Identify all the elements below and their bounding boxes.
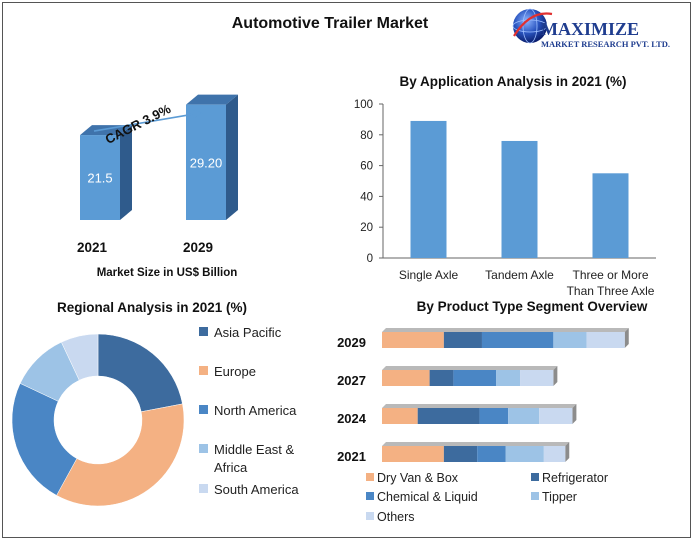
legend-label: Africa: [214, 460, 248, 475]
stacked-segment: [539, 408, 573, 424]
bar-top: [186, 94, 238, 105]
legend-label: Middle East &: [214, 442, 295, 457]
donut-slice: [56, 403, 185, 507]
legend-label: South America: [214, 482, 299, 497]
legend-label: Europe: [214, 364, 256, 379]
legend-label: Chemical & Liquid: [377, 490, 478, 504]
stacked-segment: [382, 332, 444, 348]
bar-depth-side: [553, 366, 558, 386]
legend-swatch: [199, 484, 208, 493]
y-tick-label: 20: [360, 222, 373, 234]
legend-swatch: [199, 405, 208, 414]
year-label: 2029: [183, 240, 213, 255]
application-chart: 0 20 40 60 80 100 Single Axle Tandem Axle Three …: [354, 99, 656, 298]
product-chart-title: By Product Type Segment Overview: [417, 299, 648, 314]
application-bar: [410, 120, 447, 258]
stacked-segment: [508, 408, 540, 424]
legend-swatch: [199, 444, 208, 453]
market-bar: [186, 104, 226, 220]
market-bar: [80, 135, 120, 220]
legend-swatch: [531, 492, 539, 500]
application-bar: [501, 140, 538, 258]
y-tick-label: 0: [367, 253, 373, 265]
stacked-segment: [553, 332, 587, 348]
legend-swatch: [366, 512, 374, 520]
legend-label: Asia Pacific: [214, 325, 282, 340]
stacked-segment: [496, 370, 521, 386]
stacked-segment: [505, 446, 544, 462]
legend-label: Others: [377, 510, 415, 524]
year-label: 2029: [337, 335, 366, 350]
cagr-arrow: [93, 109, 203, 132]
regional-donut-chart: [11, 333, 185, 507]
logo-tagline: MARKET RESEARCH PVT. LTD.: [541, 39, 670, 49]
bar-value-label: 29.20: [190, 155, 223, 170]
stacked-segment: [543, 446, 566, 462]
stacked-segment: [443, 446, 478, 462]
stacked-segment: [520, 370, 554, 386]
application-bar: [592, 173, 629, 258]
legend-swatch: [366, 473, 374, 481]
legend-swatch: [531, 473, 539, 481]
x-tick-label: Than Three Axle: [567, 284, 655, 298]
year-label: 2027: [337, 373, 366, 388]
stacked-segment: [479, 408, 509, 424]
bar-depth-top: [382, 366, 558, 370]
stacked-segment: [417, 408, 480, 424]
market-size-chart: 21.5 2021 29.20 2029 CAGR 3.9% Market Size in…: [77, 94, 238, 279]
stacked-segment: [477, 446, 506, 462]
stacked-segment: [586, 332, 625, 348]
y-tick-label: 100: [354, 99, 373, 111]
bar-depth-side: [624, 328, 629, 348]
regional-legend: Asia Pacific Europe North America Middle Ea…: [199, 325, 299, 497]
legend-label: Dry Van & Box: [377, 471, 459, 485]
bar-side: [226, 94, 238, 220]
x-tick-label: Three or More: [572, 268, 648, 282]
legend-label: Refrigerator: [542, 471, 608, 485]
legend-label: Tipper: [542, 490, 577, 504]
stacked-segment: [481, 332, 554, 348]
product-type-chart: 2029 2027 2024 2021: [337, 328, 629, 464]
regional-chart-title: Regional Analysis in 2021 (%): [57, 300, 247, 315]
page-title: Automotive Trailer Market: [232, 15, 429, 32]
bar-depth-side: [572, 404, 577, 424]
x-tick-label: Tandem Axle: [485, 268, 554, 282]
chart-frame: [2, 2, 691, 538]
year-label: 2024: [337, 411, 367, 426]
stacked-segment: [453, 370, 497, 386]
legend-label: North America: [214, 403, 297, 418]
y-tick-label: 40: [360, 191, 373, 203]
stacked-segment: [382, 446, 444, 462]
bar-depth-top: [382, 404, 577, 408]
stacked-segment: [443, 332, 482, 348]
y-tick-label: 60: [360, 161, 373, 173]
bar-side: [120, 125, 132, 220]
market-size-caption: Market Size in US$ Billion: [97, 267, 238, 279]
product-legend: Dry Van & Box Refrigerator Chemical & Liqu…: [366, 471, 608, 524]
year-label: 2021: [77, 240, 108, 255]
legend-swatch: [199, 327, 208, 336]
x-tick-label: Single Axle: [399, 268, 459, 282]
cagr-label: CAGR 3.9%: [103, 101, 174, 147]
year-label: 2021: [337, 449, 366, 464]
company-logo: MAXIMIZE MARKET RESEARCH PVT. LTD.: [512, 8, 670, 49]
bar-depth-top: [382, 442, 570, 446]
stacked-segment: [382, 370, 430, 386]
donut-slice: [97, 333, 183, 413]
legend-swatch: [199, 366, 208, 375]
bar-value-label: 21.5: [87, 171, 112, 186]
y-tick-label: 80: [360, 130, 373, 142]
legend-swatch: [366, 492, 374, 500]
globe-icon: [512, 8, 553, 44]
stacked-segment: [429, 370, 454, 386]
application-chart-title: By Application Analysis in 2021 (%): [399, 74, 626, 89]
logo-name: MAXIMIZE: [541, 19, 639, 39]
donut-slice: [61, 333, 99, 381]
bar-depth-side: [565, 442, 570, 462]
bar-depth-top: [382, 328, 629, 332]
stacked-segment: [382, 408, 418, 424]
